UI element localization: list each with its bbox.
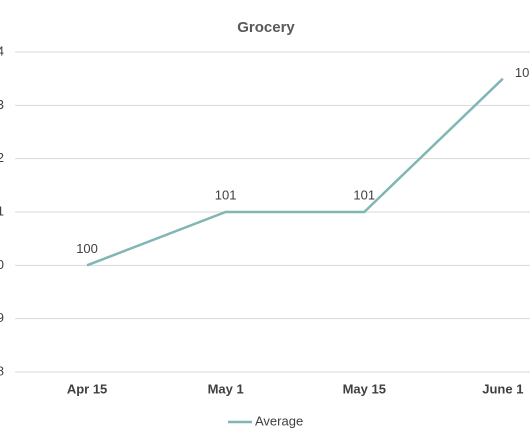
data-label: 103.5 <box>515 65 530 80</box>
data-label: 101 <box>215 187 237 202</box>
y-tick-label: 103 <box>0 97 4 112</box>
data-label: 100 <box>76 241 98 256</box>
x-tick-label: May 15 <box>343 381 386 396</box>
line-series <box>86 77 504 267</box>
y-tick-label: 101 <box>0 203 4 218</box>
chart-title: Grocery <box>237 19 295 36</box>
x-tick-label: Apr 15 <box>67 381 107 396</box>
x-tick-label: June 1 <box>482 381 523 396</box>
legend-label: Average <box>255 413 303 428</box>
y-tick-label: 98 <box>0 363 4 378</box>
y-tick-label: 104 <box>0 43 4 58</box>
y-tick-label: 102 <box>0 150 4 165</box>
y-tick-label: 100 <box>0 257 4 272</box>
data-label: 101 <box>353 187 375 202</box>
x-tick-label: May 1 <box>208 381 244 396</box>
y-tick-label: 99 <box>0 310 4 325</box>
